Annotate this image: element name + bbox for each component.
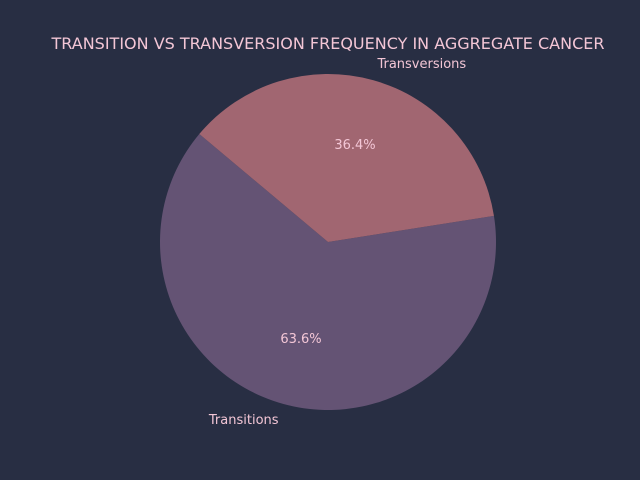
pct-label-transitions: 63.6%	[280, 332, 321, 347]
pie-labels: Transitions 63.6% Transversions 36.4%	[208, 57, 467, 428]
chart-title: TRANSITION VS TRANSVERSION FREQUENCY IN …	[51, 34, 605, 53]
pie-slice-transversions	[199, 73, 494, 242]
slice-label-transversions: Transversions	[376, 57, 466, 72]
pct-label-transversions: 36.4%	[334, 138, 375, 153]
pie-slices	[160, 73, 497, 410]
pie-slice-transitions	[160, 134, 497, 410]
slice-label-transitions: Transitions	[208, 413, 279, 428]
